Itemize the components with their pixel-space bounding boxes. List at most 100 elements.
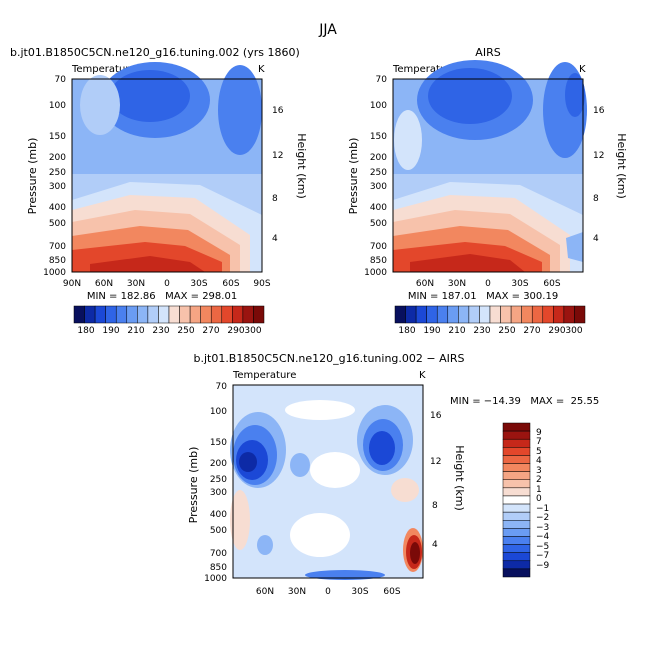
x-tick: 30N bbox=[448, 279, 466, 289]
colorbar-swatch bbox=[489, 305, 501, 324]
y-tick: 150 bbox=[370, 132, 387, 142]
panel-diff-plot bbox=[230, 384, 424, 580]
y2-axis-label: Height (km) bbox=[615, 133, 628, 199]
colorbar-model-labels: 180 190 210 230 250 270 290 300 bbox=[77, 326, 261, 336]
panel-obs-plot bbox=[392, 60, 587, 273]
colorbar-label: −5 bbox=[536, 542, 549, 552]
y-tick: 300 bbox=[49, 182, 66, 192]
colorbar-swatch bbox=[189, 305, 201, 324]
panel-diff-variable: Temperature bbox=[232, 370, 296, 381]
y-tick: 250 bbox=[370, 168, 387, 178]
colorbar-swatch bbox=[242, 305, 254, 324]
y-tick: 400 bbox=[210, 510, 227, 520]
y-tick: 850 bbox=[370, 256, 387, 266]
colorbar-swatch bbox=[500, 305, 512, 324]
colorbar-swatch bbox=[147, 305, 159, 324]
y-tick: 70 bbox=[216, 382, 228, 392]
colorbar-swatch bbox=[94, 305, 106, 324]
colorbar-swatch bbox=[502, 430, 531, 440]
colorbar-swatch bbox=[502, 544, 531, 553]
colorbar-swatch bbox=[502, 568, 531, 578]
colorbar-swatch bbox=[253, 305, 265, 324]
colorbar-swatch bbox=[479, 305, 491, 324]
colorbar-model bbox=[73, 305, 265, 324]
colorbar-swatch bbox=[502, 463, 531, 472]
colorbar-swatch bbox=[563, 305, 575, 324]
x-tick: 30S bbox=[511, 279, 528, 289]
y-tick: 700 bbox=[49, 242, 66, 252]
y-tick: 150 bbox=[210, 438, 227, 448]
y-tick: 150 bbox=[49, 132, 66, 142]
colorbar-swatch bbox=[502, 552, 531, 562]
colorbar-label: 230 bbox=[152, 326, 169, 336]
colorbar-swatch bbox=[502, 438, 531, 448]
y2-tick: 12 bbox=[272, 151, 283, 161]
colorbar-label: 4 bbox=[536, 456, 542, 466]
y2-tick: 8 bbox=[272, 194, 278, 204]
colorbar-label: 270 bbox=[202, 326, 219, 336]
y2-tick: 8 bbox=[432, 501, 438, 511]
colorbar-label: 230 bbox=[473, 326, 490, 336]
colorbar-swatch bbox=[84, 305, 96, 324]
colorbar-label: 190 bbox=[423, 326, 440, 336]
x-tick: 60N bbox=[256, 587, 274, 597]
panel-obs-units: K bbox=[579, 64, 586, 75]
y-tick: 700 bbox=[370, 242, 387, 252]
colorbar-swatch bbox=[405, 305, 417, 324]
x-tick: 30S bbox=[190, 279, 207, 289]
colorbar-label: 5 bbox=[536, 447, 542, 457]
colorbar-swatch bbox=[210, 305, 223, 324]
x-tick: 60S bbox=[222, 279, 239, 289]
colorbar-swatch bbox=[115, 305, 128, 324]
colorbar-swatch bbox=[510, 305, 522, 324]
colorbar-label: 300 bbox=[565, 326, 582, 336]
x-tick: 30N bbox=[288, 587, 306, 597]
panel-model: b.jt01.B1850C5CN.ne120_g16.tuning.002 (y… bbox=[10, 46, 308, 336]
y2-ticks: 16 12 8 4 bbox=[272, 106, 284, 244]
x-tick: 60S bbox=[543, 279, 560, 289]
y-tick: 100 bbox=[210, 407, 227, 417]
page-title: JJA bbox=[318, 22, 337, 38]
colorbar-swatch bbox=[502, 447, 531, 456]
panel-obs: AIRS Temperature K Pressure (mb) Height … bbox=[347, 46, 628, 336]
colorbar-label: 250 bbox=[177, 326, 194, 336]
colorbar-label: −7 bbox=[536, 551, 549, 561]
colorbar-swatch bbox=[502, 479, 531, 489]
y2-tick: 4 bbox=[432, 540, 438, 550]
colorbar-swatch bbox=[502, 536, 531, 545]
y2-tick: 16 bbox=[272, 106, 284, 116]
colorbar-swatch bbox=[521, 305, 533, 324]
x-tick: 90S bbox=[253, 279, 270, 289]
y-tick: 250 bbox=[210, 475, 227, 485]
x-tick: 60S bbox=[383, 587, 400, 597]
colorbar-swatch bbox=[168, 305, 180, 324]
colorbar-label: 1 bbox=[536, 485, 542, 495]
y-tick: 200 bbox=[49, 153, 66, 163]
colorbar-label: 190 bbox=[102, 326, 119, 336]
colorbar-swatch bbox=[458, 305, 470, 324]
y-tick: 1000 bbox=[43, 268, 66, 278]
y-tick: 100 bbox=[370, 101, 387, 111]
colorbar-swatch bbox=[468, 305, 480, 324]
colorbar-swatch bbox=[126, 305, 138, 324]
y2-axis-label: Height (km) bbox=[295, 133, 308, 199]
colorbar-swatch bbox=[502, 528, 531, 537]
colorbar-label: 180 bbox=[398, 326, 415, 336]
y-tick: 850 bbox=[49, 256, 66, 266]
colorbar-label: 290 bbox=[548, 326, 565, 336]
y-tick: 500 bbox=[370, 219, 387, 229]
y2-tick: 16 bbox=[430, 411, 442, 421]
y-tick: 300 bbox=[210, 488, 227, 498]
colorbar-label: 250 bbox=[498, 326, 515, 336]
y2-tick: 16 bbox=[593, 106, 605, 116]
colorbar-swatch bbox=[553, 305, 565, 324]
panel-obs-title: AIRS bbox=[475, 46, 500, 59]
colorbar-label: 9 bbox=[536, 428, 542, 438]
panel-model-title: b.jt01.B1850C5CN.ne120_g16.tuning.002 (y… bbox=[10, 46, 300, 59]
panel-diff-stats: MIN = −14.39 MAX = 25.55 bbox=[450, 396, 599, 407]
colorbar-swatch bbox=[394, 305, 406, 324]
colorbar-swatch bbox=[232, 305, 244, 324]
y2-tick: 12 bbox=[593, 151, 604, 161]
y2-ticks: 16 12 8 4 bbox=[430, 411, 442, 550]
colorbar-label: 3 bbox=[536, 466, 542, 476]
